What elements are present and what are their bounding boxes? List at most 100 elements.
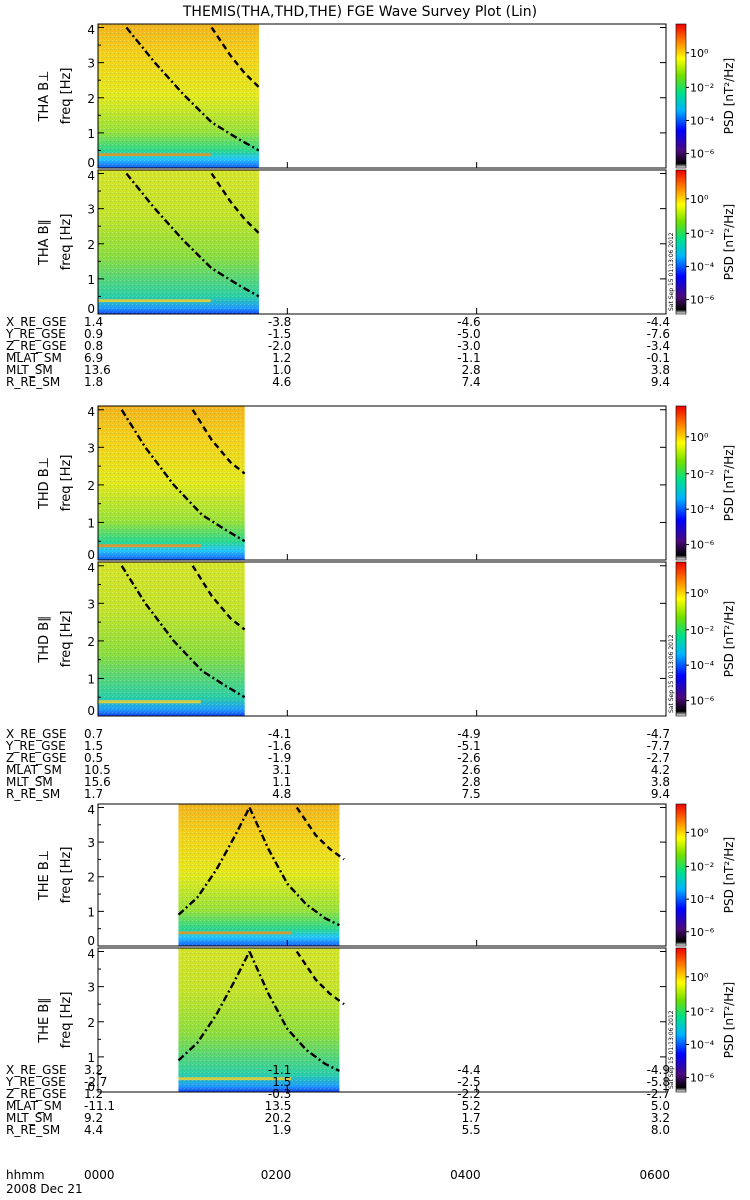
ephemeris-value: -1.1 [268, 1063, 291, 1077]
panel-ylabel: THE B∥ [37, 997, 52, 1043]
colorbar-label: PSD [nT²/Hz] [722, 982, 736, 1058]
spectrogram-texture [98, 562, 245, 716]
figure-title: THEMIS(THA,THD,THE) FGE Wave Survey Plot… [182, 4, 537, 20]
curve-dashdot-left [177, 950, 251, 1062]
panel-ylabel: THE B⊥ [37, 850, 52, 901]
ephemeris-block-tha: X_RE_GSE 1.4 -3.8 -4.6 -4.4 Y_RE_GSE 0.9 -1.5 -5… [5, 315, 670, 389]
spectrogram-texture [98, 170, 259, 314]
ephemeris-row-label: X_RE_GSE [6, 1063, 67, 1077]
ephemeris-value: -4.1 [268, 727, 291, 741]
y-tick-label: 2 [87, 1016, 95, 1030]
x-tick-label: 0600 [639, 1168, 670, 1182]
y-tick-label: 1 [87, 127, 95, 141]
ephemeris-row-label: X_RE_GSE [6, 727, 67, 741]
panel-yunit: freq [Hz] [59, 847, 74, 904]
ephemeris-value: -3.8 [268, 315, 291, 329]
ephemeris-value: 4.2 [651, 763, 670, 777]
ephemeris-value: -4.9 [457, 727, 480, 741]
ephemeris-value: 3.2 [84, 1063, 103, 1077]
ephemeris-value: 3.8 [651, 363, 670, 377]
ephemeris-value: 2.8 [462, 775, 481, 789]
colorbar-tick-label: 10⁻⁶ [690, 926, 715, 939]
curve-dashdot-left [177, 806, 251, 916]
spectrogram-panel-2: 0 1 2 3 4 THA B∥ freq [Hz] 10⁰ 10⁻² 10⁻⁴ 10⁻⁶ PSD [… [37, 169, 736, 316]
y-tick-label: 0 [87, 934, 95, 948]
ephemeris-row-label: MLAT_SM [6, 763, 62, 777]
ephemeris-value: -4.7 [647, 727, 670, 741]
colorbar-label: PSD [nT²/Hz] [722, 58, 736, 134]
ephemeris-value: 1.5 [272, 1075, 291, 1089]
curve-dashed [210, 172, 260, 235]
colorbar [675, 169, 687, 315]
curve-dashed [191, 409, 246, 475]
y-tick-label: 0 [87, 156, 95, 170]
spectrogram-band [98, 153, 211, 157]
ephemeris-value: -2.6 [457, 751, 480, 765]
y-tick-label: 1 [87, 1051, 95, 1065]
ephemeris-value: -2.7 [647, 1087, 670, 1101]
colorbar-tick-label: 10⁻⁶ [690, 1072, 715, 1085]
y-tick-label: 0 [87, 302, 95, 316]
colorbar-label: PSD [nT²/Hz] [722, 445, 736, 521]
curve-dashdot [125, 26, 260, 152]
spectrogram-band [178, 931, 292, 935]
timestamp-stamp: Sat Sep 15 01:13:06 2012 [668, 634, 675, 713]
colorbar-tick-label: 10⁻⁶ [690, 695, 715, 708]
ephemeris-value: 5.0 [651, 1099, 670, 1113]
y-tick-label: 1 [87, 905, 95, 919]
y-tick-label: 0 [87, 704, 95, 718]
ephemeris-value: 4.6 [272, 375, 291, 389]
spectrogram-band [178, 1077, 292, 1081]
y-tick-label: 3 [87, 836, 95, 850]
ephemeris-value: -0.1 [647, 351, 670, 365]
colorbar [675, 803, 687, 947]
panel-frame [97, 803, 667, 947]
ephemeris-value: -4.4 [647, 315, 670, 329]
ephemeris-row-label: R_RE_SM [6, 787, 60, 801]
ephemeris-group: X_RE_GSE 1.4 -3.8 -4.6 -4.4 Y_RE_GSE 0.9 -1.5 -5… [5, 315, 670, 1137]
ephemeris-value: -2.0 [268, 339, 291, 353]
ephemeris-value: 4.8 [272, 787, 291, 801]
y-tick-label: 4 [87, 169, 95, 183]
spectrogram-texture [98, 406, 245, 560]
ephemeris-value: 3.2 [651, 1111, 670, 1125]
ephemeris-value: -0.3 [268, 1087, 291, 1101]
ephemeris-value: 1.1 [272, 775, 291, 789]
y-tick-label: 2 [87, 479, 95, 493]
y-tick-label: 2 [87, 871, 95, 885]
ephemeris-value: 2.6 [462, 763, 481, 777]
panel-ylabel: THD B∥ [37, 615, 52, 663]
colorbar [675, 561, 687, 717]
ephemeris-value: -4.6 [457, 315, 480, 329]
ephemeris-value: 15.6 [84, 775, 111, 789]
timestamp-stamp: Sat Sep 15 01:13:06 2012 [668, 232, 675, 311]
panel-yunit: freq [Hz] [59, 214, 74, 271]
ephemeris-row-label: MLAT_SM [6, 351, 62, 365]
colorbar-tick-label: 10⁻² [690, 860, 714, 873]
ephemeris-value: 13.6 [84, 363, 111, 377]
ephemeris-value: -2.2 [457, 1087, 480, 1101]
ephemeris-row-label: Y_RE_GSE [5, 327, 66, 341]
spectrogram-panel-5: 0 1 2 3 4 THE B⊥ freq [Hz] 10⁰ 10⁻² 10⁻⁴ 10⁻⁶ PSD [… [37, 803, 736, 948]
ephemeris-value: 20.2 [265, 1111, 292, 1125]
panel-frame [97, 405, 667, 561]
colorbar-tick-label: 10⁻⁴ [690, 260, 715, 273]
spectrogram-panel-3: 0 1 2 3 4 THD B⊥ freq [Hz] 10⁰ 10⁻² 10⁻⁴ 10⁻⁶ PSD [… [37, 405, 736, 562]
panel-ylabel: THD B⊥ [37, 457, 52, 510]
panel-frame [97, 169, 667, 315]
ephemeris-block-thd: X_RE_GSE 0.7 -4.1 -4.9 -4.7 Y_RE_GSE 1.5 -1.6 -5… [5, 727, 670, 801]
curve-dashdot-right [248, 807, 340, 927]
panel-yunit: freq [Hz] [59, 611, 74, 668]
ephemeris-row-label: MLAT_SM [6, 1099, 62, 1113]
y-tick-label: 0 [87, 1080, 95, 1094]
ephemeris-value: -4.9 [647, 1063, 670, 1077]
ephemeris-value: 1.2 [84, 1087, 103, 1101]
ephemeris-value: 7.5 [462, 787, 481, 801]
ephemeris-value: 3.1 [272, 763, 291, 777]
ephemeris-row-label: R_RE_SM [6, 1123, 60, 1137]
spectrogram-texture [178, 948, 340, 1092]
y-tick-label: 3 [87, 57, 95, 71]
x-tick-label: 0200 [261, 1168, 292, 1182]
ephemeris-value: -3.0 [457, 339, 480, 353]
colorbar-tick-label: 10⁻⁴ [690, 503, 715, 516]
